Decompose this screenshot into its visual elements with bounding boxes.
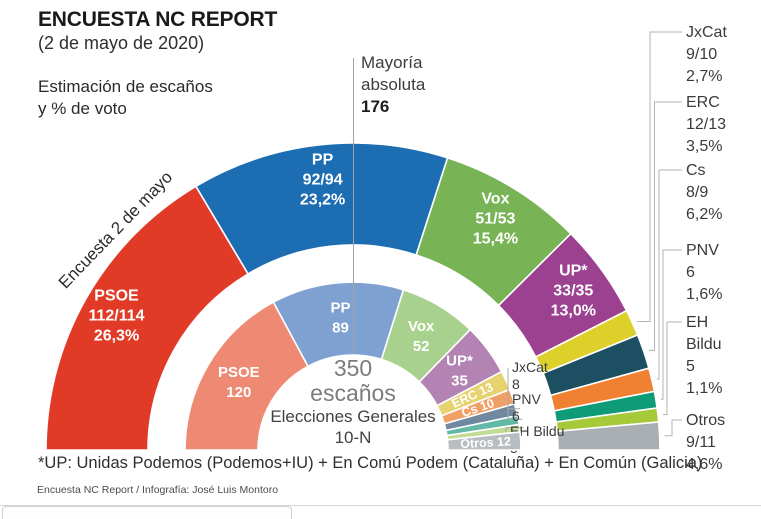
absolute-majority-line [353, 58, 354, 353]
legend-EHBildu-line0: EH [686, 314, 708, 331]
legend-Cs-line2: 6,2% [686, 206, 722, 223]
majority-value: 176 [361, 97, 390, 116]
legend-PNV-line1: 6 [686, 264, 695, 281]
total-seats-unit: escaños [310, 380, 396, 406]
outer-label-PSOE-line0: PSOE [94, 288, 139, 305]
legend-Cs-line0: Cs [686, 162, 706, 179]
inner-label-PP-line0: PP [330, 300, 350, 317]
majority-word2: absoluta [361, 75, 426, 94]
outer-label-Vox-line0: Vox [481, 190, 509, 207]
legend-ERC-line1: 12/13 [686, 116, 726, 133]
legend-Cs-line1: 8/9 [686, 184, 708, 201]
absolute-majority-label: Mayoría absoluta 176 [361, 52, 425, 118]
inner-leader-label-PNV-line1: 6 [512, 408, 520, 424]
election-name: Elecciones Generales [270, 407, 436, 426]
inner-leader-label-PNV-line0: PNV [512, 391, 541, 407]
outer-label-UP-line2: 13,0% [551, 303, 596, 320]
inner-leader-label-EHBildu-line0: EH Bildu [510, 423, 564, 439]
legend-Otros-line2: 4,6% [686, 456, 722, 473]
chart-subtitle: Estimación de escaños y % de voto [38, 76, 213, 120]
outer-label-UP-line0: UP* [559, 263, 588, 280]
inner-leader-line-PNV [507, 400, 523, 420]
legend-Otros-line1: 9/11 [686, 434, 716, 451]
inner-label-PSOE-line1: 120 [226, 384, 251, 401]
outer-label-PP-line0: PP [312, 152, 334, 169]
legend-EHBildu-line3: 1,1% [686, 380, 722, 397]
inner-label-UP-line1: 35 [451, 372, 468, 389]
legend-Otros-line0: Otros [686, 412, 725, 429]
outer-label-PSOE-line1: 112/114 [88, 308, 144, 325]
outer-label-Vox-line1: 51/53 [475, 210, 515, 227]
legend-EHBildu-line1: Bildu [686, 336, 722, 353]
center-label: 350 escaños Elecciones Generales 10-N [203, 356, 503, 448]
legend-PNV-line2: 1,6% [686, 286, 722, 303]
inner-leader-line-EHBildu [505, 427, 524, 432]
leader-line-PNV [660, 249, 682, 400]
outer-label-PSOE-line2: 26,3% [94, 328, 139, 345]
inner-leader-label-JxCat-line1: 8 [512, 376, 520, 392]
inner-label-UP-line0: UP* [446, 352, 473, 369]
outer-label-PP-line1: 92/94 [303, 172, 343, 189]
election-date: 10-N [334, 428, 372, 447]
outer-label-PP-line2: 23,2% [300, 192, 345, 209]
legend-JxCat-line2: 2,7% [686, 68, 722, 85]
subtitle-line2: y % de voto [38, 99, 127, 118]
inner-label-Otros: Otros 12 [460, 434, 511, 451]
inner-leader-label-JxCat-line0: JxCat [512, 359, 548, 375]
poll-date: (2 de mayo de 2020) [38, 33, 205, 53]
bottom-divider [0, 505, 761, 506]
inner-segment-Otros [446, 431, 522, 451]
inner-label-Vox-line0: Vox [408, 318, 435, 335]
outer-label-UP-line1: 33/35 [553, 283, 593, 300]
leader-line-ERC [648, 101, 682, 351]
leader-line-Otros [664, 419, 682, 437]
legend-PNV-line0: PNV [686, 242, 719, 259]
inner-label-Vox-line1: 52 [413, 338, 430, 355]
total-seats: 350 [333, 355, 373, 381]
page-title: ENCUESTA NC REPORT [38, 8, 278, 31]
legend-JxCat-line1: 9/10 [686, 46, 717, 63]
bottom-scrollbar-artifact[interactable] [2, 506, 292, 519]
credit-line: Encuesta NC Report / Infografía: José Lu… [37, 484, 279, 496]
legend-EHBildu-line2: 5 [686, 358, 695, 375]
inner-label-PSOE-line0: PSOE [218, 364, 260, 381]
legend-ERC-line0: ERC [686, 94, 720, 111]
legend-JxCat-line0: JxCat [686, 24, 727, 41]
outer-segment-Otros [556, 421, 661, 451]
footnote: *UP: Unidas Podemos (Podemos+IU) + En Co… [38, 454, 703, 472]
leader-line-JxCat [637, 31, 682, 322]
subtitle-line1: Estimación de escaños [38, 77, 213, 96]
majority-word1: Mayoría [361, 53, 423, 72]
legend-ERC-line2: 3,5% [686, 138, 722, 155]
outer-label-Vox-line2: 15,4% [473, 230, 518, 247]
leader-line-EHBildu [663, 321, 682, 416]
inner-label-PP-line1: 89 [332, 320, 349, 337]
leader-line-Cs [656, 169, 682, 380]
